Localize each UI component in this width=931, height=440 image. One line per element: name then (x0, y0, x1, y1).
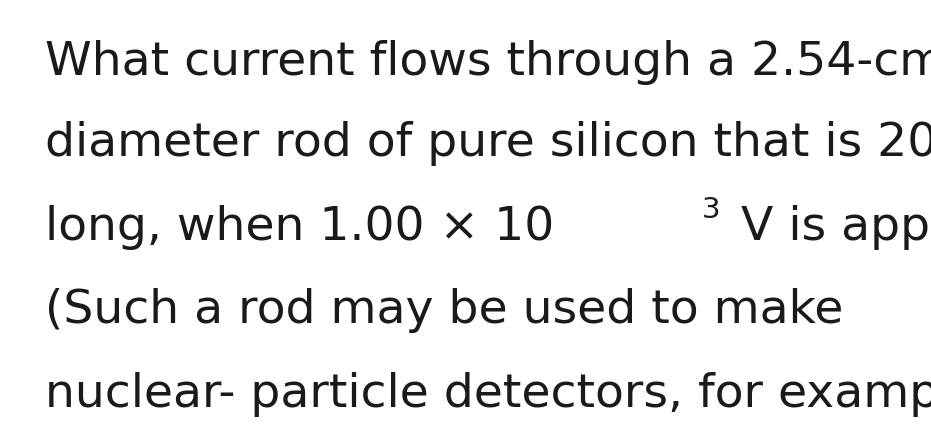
Text: V is applied to it?: V is applied to it? (726, 205, 931, 250)
Text: (Such a rod may be used to make: (Such a rod may be used to make (45, 288, 843, 334)
Text: long, when 1.00 × 10: long, when 1.00 × 10 (45, 205, 554, 250)
Text: diameter rod of pure silicon that is 20.0 cm: diameter rod of pure silicon that is 20.… (45, 121, 931, 166)
Text: nuclear- particle detectors, for example.): nuclear- particle detectors, for example… (45, 372, 931, 417)
Text: What current flows through a 2.54-cm-: What current flows through a 2.54-cm- (45, 40, 931, 85)
Text: 3: 3 (702, 196, 721, 224)
